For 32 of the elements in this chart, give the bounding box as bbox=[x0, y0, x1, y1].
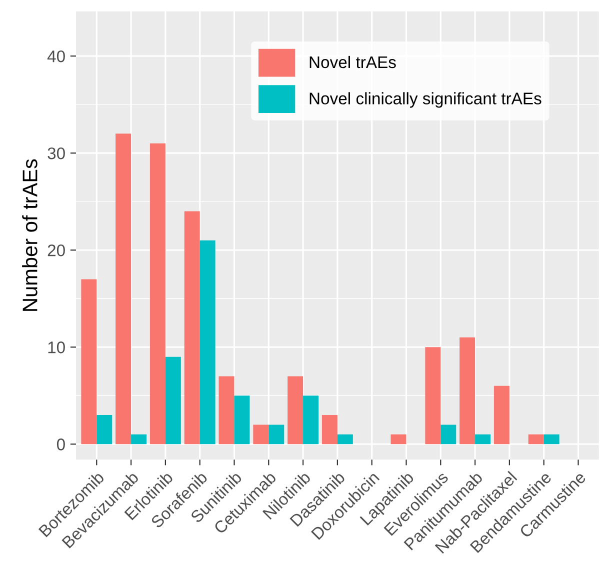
bar bbox=[165, 356, 181, 444]
bar bbox=[96, 415, 112, 444]
bar bbox=[288, 376, 304, 444]
bar bbox=[200, 240, 216, 444]
bar bbox=[218, 376, 234, 444]
bar bbox=[131, 434, 147, 444]
y-tick-label: 30 bbox=[48, 147, 65, 160]
bar bbox=[425, 347, 441, 444]
y-tick-label: 10 bbox=[48, 342, 65, 354]
bar bbox=[494, 386, 510, 444]
bar bbox=[322, 415, 338, 444]
bar bbox=[440, 424, 456, 444]
bar bbox=[460, 337, 476, 444]
y-tick-label: 0 bbox=[56, 438, 65, 450]
legend-label: Novel trAEs bbox=[310, 56, 396, 68]
y-tick-label: 20 bbox=[48, 244, 65, 256]
bar bbox=[184, 211, 200, 444]
bar bbox=[475, 434, 491, 444]
bar bbox=[268, 424, 284, 444]
bar bbox=[544, 434, 560, 444]
bar bbox=[303, 396, 319, 444]
bar bbox=[116, 134, 132, 444]
bar bbox=[253, 424, 269, 444]
bar bbox=[390, 434, 406, 444]
bar bbox=[337, 434, 353, 444]
bar bbox=[234, 396, 250, 444]
legend-label: Novel clinically significant trAEs bbox=[310, 92, 542, 108]
bar bbox=[81, 279, 97, 444]
bar bbox=[150, 143, 166, 444]
bar bbox=[528, 434, 544, 444]
y-axis-title: Number of trAEs bbox=[22, 159, 38, 311]
y-tick-label: 40 bbox=[47, 50, 65, 62]
